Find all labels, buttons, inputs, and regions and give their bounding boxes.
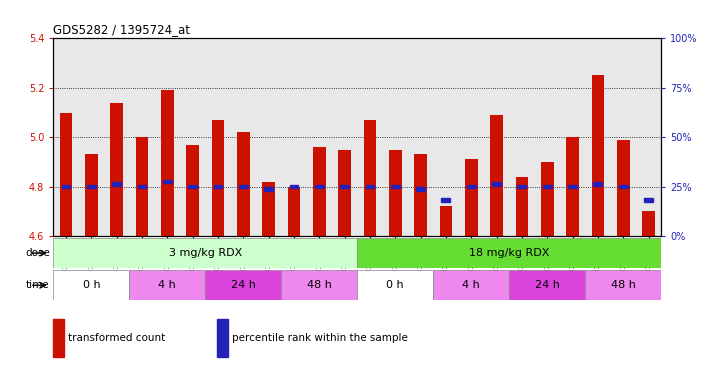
Bar	[465, 159, 478, 236]
Text: 24 h: 24 h	[535, 280, 560, 290]
Bar	[594, 182, 602, 186]
Bar	[439, 206, 452, 236]
Bar	[239, 185, 247, 189]
Bar	[363, 120, 376, 236]
Bar	[357, 270, 433, 300]
Bar	[338, 149, 351, 236]
Text: 0 h: 0 h	[387, 280, 404, 290]
Bar	[492, 182, 501, 186]
Bar	[541, 162, 554, 236]
Bar	[85, 154, 97, 236]
Text: 0 h: 0 h	[82, 280, 100, 290]
Text: 48 h: 48 h	[307, 280, 332, 290]
Bar	[213, 185, 223, 189]
Bar	[566, 137, 579, 236]
Bar	[237, 132, 250, 236]
Bar	[186, 145, 199, 236]
Text: 4 h: 4 h	[462, 280, 480, 290]
Bar	[642, 211, 655, 236]
Bar	[617, 140, 629, 236]
Bar	[415, 154, 427, 236]
Bar	[515, 177, 528, 236]
Text: transformed count: transformed count	[68, 333, 165, 343]
Text: GDS5282 / 1395724_at: GDS5282 / 1395724_at	[53, 23, 191, 36]
Bar	[53, 270, 129, 300]
Bar	[518, 185, 526, 189]
Text: percentile rank within the sample: percentile rank within the sample	[232, 333, 408, 343]
Bar	[315, 185, 324, 189]
Bar	[288, 187, 300, 236]
Bar	[416, 187, 425, 191]
Bar	[136, 137, 149, 236]
Bar	[188, 185, 197, 189]
Bar	[491, 115, 503, 236]
Text: dose: dose	[25, 248, 50, 258]
Bar	[163, 180, 172, 184]
Text: 4 h: 4 h	[159, 280, 176, 290]
Bar	[60, 113, 73, 236]
Bar	[112, 182, 121, 186]
Bar	[585, 270, 661, 300]
Text: 24 h: 24 h	[231, 280, 256, 290]
Bar	[137, 185, 146, 189]
Bar	[433, 270, 509, 300]
Text: 18 mg/kg RDX: 18 mg/kg RDX	[469, 248, 550, 258]
Bar	[62, 185, 70, 189]
Bar	[218, 319, 228, 358]
Bar	[53, 238, 357, 268]
Bar	[619, 185, 628, 189]
Text: 48 h: 48 h	[611, 280, 636, 290]
Bar	[542, 185, 552, 189]
Bar	[129, 270, 205, 300]
Bar	[644, 199, 653, 202]
Bar	[467, 185, 476, 189]
Bar	[53, 319, 64, 358]
Bar	[391, 185, 400, 189]
Bar	[357, 238, 661, 268]
Bar	[592, 75, 604, 236]
Bar	[264, 187, 273, 191]
Bar	[289, 185, 299, 189]
Bar	[212, 120, 224, 236]
Bar	[262, 182, 275, 236]
Text: 3 mg/kg RDX: 3 mg/kg RDX	[169, 248, 242, 258]
Bar	[313, 147, 326, 236]
Bar	[509, 270, 585, 300]
Text: time: time	[26, 280, 50, 290]
Bar	[389, 149, 402, 236]
Bar	[161, 90, 173, 236]
Bar	[205, 270, 282, 300]
Bar	[282, 270, 357, 300]
Bar	[87, 185, 96, 189]
Bar	[442, 199, 450, 202]
Bar	[365, 185, 375, 189]
Bar	[568, 185, 577, 189]
Bar	[340, 185, 349, 189]
Bar	[110, 103, 123, 236]
